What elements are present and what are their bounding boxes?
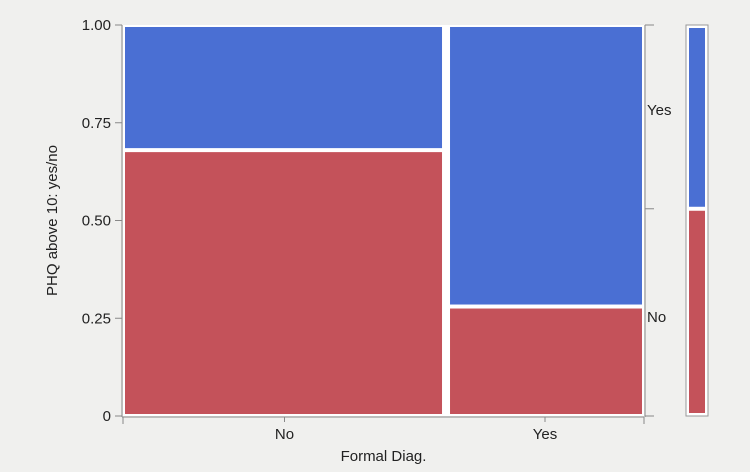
marginal-bar	[685, 24, 709, 417]
y-tick-label: 0	[103, 408, 111, 425]
x-tick-label-yes: Yes	[533, 426, 557, 443]
y-axis-title: PHQ above 10: yes/no	[44, 145, 61, 296]
plot-area	[123, 25, 644, 416]
marginal-no	[689, 210, 705, 413]
axes: PHQ above 10: yes/no Formal Diag. No Yes 0…	[44, 17, 645, 465]
tile-no-yes	[125, 27, 443, 149]
y-tick-label: 0.25	[82, 310, 111, 327]
x-tick-label-no: No	[275, 426, 294, 443]
y-tick-label: 0.50	[82, 213, 111, 230]
right-label-yes: Yes	[647, 102, 671, 119]
x-axis-title: Formal Diag.	[341, 448, 427, 465]
marginal-yes	[689, 28, 705, 207]
right-axis: Yes No	[644, 24, 671, 417]
right-label-no: No	[647, 309, 666, 326]
y-tick-label: 0.75	[82, 115, 111, 132]
y-tick-label: 1.00	[82, 17, 111, 34]
tile-yes-yes	[450, 27, 642, 305]
tile-yes-no	[450, 308, 642, 414]
tile-no-no	[125, 152, 443, 414]
